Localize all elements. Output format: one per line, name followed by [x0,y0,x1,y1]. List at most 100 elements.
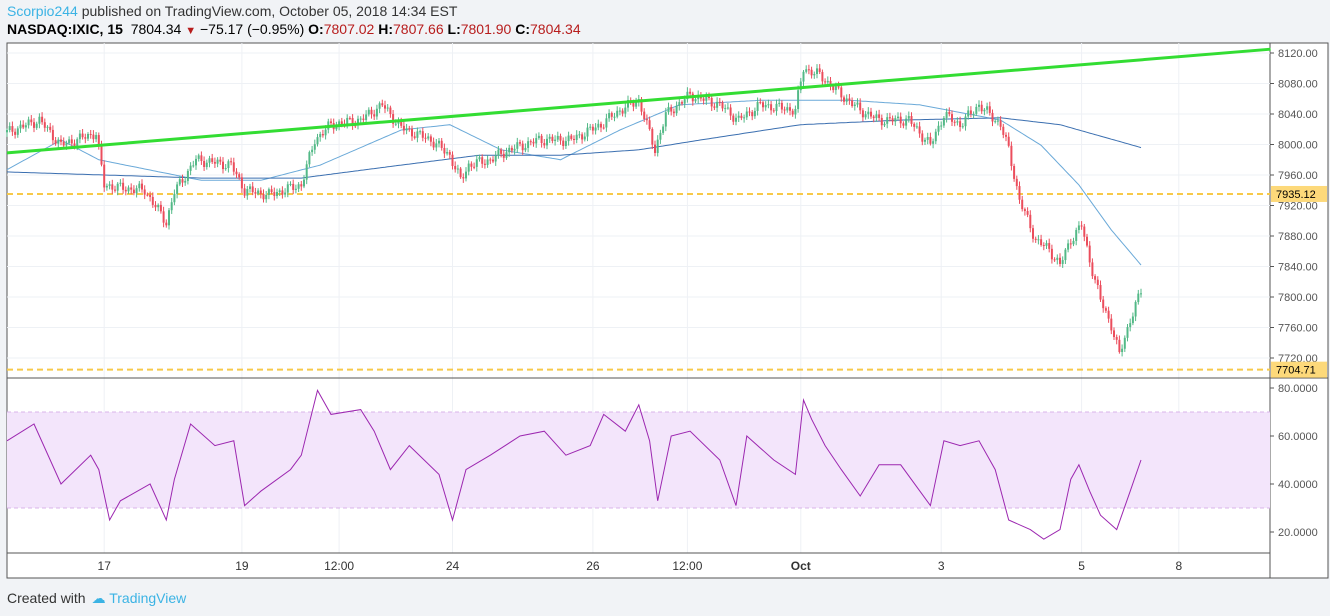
candle-body [537,135,540,139]
candle-body [394,123,397,125]
candle-body [708,96,710,99]
candle-body [486,159,489,165]
candle-body [375,108,378,117]
down-arrow-icon: ▼ [185,25,197,37]
candle-body [465,171,467,179]
candle-body [30,119,33,123]
candle-body [861,110,864,118]
candle-body [907,116,910,119]
candle-body [510,147,513,151]
candle-body [311,149,314,153]
candle-body [92,134,95,140]
candle-body [872,116,875,119]
candle-body [786,107,789,111]
tradingview-logo-link[interactable]: ☁ TradingView [92,590,187,606]
candle-body [948,111,951,115]
candle-body [1034,238,1037,240]
candle-body [357,118,359,126]
open-value: 7807.02 [323,21,375,37]
candle-body [473,166,476,168]
candle-body [127,187,130,192]
candle-body [681,102,683,104]
candle-body [273,192,276,196]
candle-body [446,152,449,154]
candle-body [686,91,689,100]
candle-body [319,134,322,138]
time-tick-label: 12:00 [672,559,702,573]
candle-body [1107,310,1110,319]
candle-body [937,125,940,132]
candle-body [1072,240,1075,245]
candle-body [73,143,76,147]
publish-info: Scorpio244 published on TradingView.com,… [7,3,457,19]
candle-body [119,182,122,184]
candle-body [807,69,810,71]
candle-body [259,190,262,194]
candle-body [6,130,8,133]
candle-body [27,119,30,126]
candle-body [667,106,670,113]
candle-body [381,103,384,106]
candle-body [578,134,581,136]
candle-body [1129,323,1132,328]
candle-body [1140,293,1142,295]
candle-body [497,149,500,156]
candle-body [1123,337,1126,349]
candle-body [424,137,427,139]
candle-body [138,183,141,189]
candle-body [170,202,173,211]
candle-body [651,129,654,145]
candle-body [105,185,108,188]
trendline [6,47,1271,155]
created-with: Created with [7,590,86,606]
candle-body [913,123,916,127]
candle-body [1110,318,1113,331]
candle-body [267,189,270,195]
candle-body [829,80,832,87]
candle-body [897,116,899,119]
candle-body [1121,348,1124,353]
candle-body [718,101,721,103]
candle-body [840,87,843,98]
candle-body [1002,126,1005,135]
level-label: 7704.71 [1276,365,1316,377]
candle-body [95,135,98,140]
candle-body [41,116,44,123]
candle-body [351,118,354,126]
candle-body [799,81,802,91]
candle-body [367,109,370,115]
candle-body [205,162,208,167]
candle-body [519,142,521,144]
candle-body [508,147,511,153]
candle-body [535,138,538,144]
candle-body [562,140,565,147]
candle-body [413,136,416,138]
candle-body [940,125,943,127]
candle-body [543,143,546,146]
candle-body [62,141,65,146]
candle-body [184,180,187,183]
candle-body [556,135,559,140]
candle-body [594,127,597,131]
candle-body [1045,243,1048,246]
candle-body [972,113,975,115]
candle-body [1113,330,1115,338]
candle-body [335,125,338,130]
candle-body [154,204,157,208]
low-label: L: [447,21,461,37]
candle-body [870,111,872,117]
candle-body [340,121,343,125]
candle-body [143,189,146,195]
candle-body [1053,259,1056,261]
candle-body [192,165,195,167]
candle-body [478,157,481,160]
candle-body [1023,209,1026,212]
candle-body [257,190,260,194]
candle-body [794,109,797,115]
candle-body [810,69,813,76]
candle-body [1010,145,1013,166]
candle-body [945,111,948,118]
author-link[interactable]: Scorpio244 [7,3,78,19]
price-tick-label: 7760.00 [1278,323,1318,335]
